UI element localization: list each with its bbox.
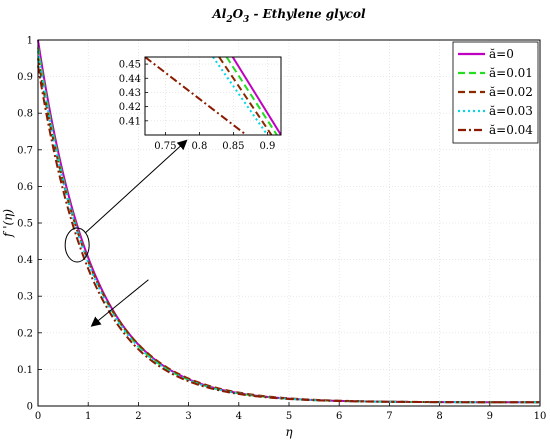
zoom-ellipse [64, 227, 90, 263]
inset-y-tick-label: 0.43 [119, 88, 141, 99]
inset-y-tick-label: 0.44 [119, 74, 141, 85]
inset-x-tick-label: 0.8 [191, 141, 207, 152]
x-tick-label: 8 [436, 411, 442, 422]
x-tick-label: 10 [534, 411, 547, 422]
series-line-4 [37, 65, 540, 404]
y-tick-label: 0.9 [17, 72, 33, 83]
series-line-2 [37, 58, 540, 404]
inset-y-tick-label: 0.45 [119, 60, 141, 71]
legend: ă=0 ă=0.01 ă=0.02 ă=0.03 ă=0.04 [452, 41, 539, 144]
zoom-connector-line [84, 139, 188, 234]
plot-frame [37, 39, 541, 407]
inset-series-line-1 [225, 57, 278, 135]
y-tick-label: 0.5 [17, 219, 33, 230]
legend-label-4: ă=0.04 [489, 123, 533, 137]
x-tick-label: 5 [286, 411, 292, 422]
legend-label-3: ă=0.03 [489, 104, 533, 118]
title-part-3: - Ethylene glycol [249, 7, 366, 21]
inset-series-line-0 [231, 57, 281, 135]
x-tick-label: 2 [135, 411, 141, 422]
y-tick-label: 0.6 [17, 182, 33, 193]
inset-y-tick-label: 0.41 [119, 116, 141, 127]
inset-x-tick-label: 0.75 [154, 141, 176, 152]
legend-label-2: ă=0.02 [489, 85, 533, 99]
y-tick-label: 0 [27, 402, 33, 413]
title-subscript-2: 3 [243, 15, 249, 25]
x-tick-label: 1 [85, 411, 91, 422]
y-tick-label: 1 [27, 36, 33, 47]
x-tick-label: 7 [386, 411, 392, 422]
legend-label-0: ă=0 [489, 47, 514, 61]
legend-box [452, 41, 539, 144]
y-tick-label: 0.7 [17, 145, 33, 156]
inset-frame [144, 56, 282, 136]
inset-y-tick-label: 0.42 [119, 102, 141, 113]
title-part-1: Al [211, 7, 226, 21]
y-tick-label: 0.1 [17, 365, 33, 376]
inset-zoom-panel: 0.75 0.8 0.85 0.9 0.41 0.42 0.43 0.44 0.45 [119, 56, 282, 152]
title-subscript-1: 2 [225, 15, 232, 25]
y-tick-label: 0.3 [17, 292, 33, 303]
x-axis-label: η [285, 425, 293, 439]
inset-series-line-3 [212, 57, 269, 135]
legend-label-1: ă=0.01 [489, 66, 533, 80]
inset-series-line-4 [145, 57, 247, 135]
y-tick-label: 0.8 [17, 109, 33, 120]
series-lines [37, 39, 541, 404]
y-tick-label: 0.2 [17, 328, 33, 339]
inset-x-tick-label: 0.85 [222, 141, 244, 152]
x-tick-label: 6 [336, 411, 342, 422]
inset-series-line-2 [218, 57, 273, 135]
x-tick-labels: 0 1 2 3 4 5 6 7 8 9 10 [35, 411, 547, 422]
y-tick-label: 0.4 [17, 255, 33, 266]
inset-x-tick-label: 0.9 [259, 141, 275, 152]
inset-series [145, 57, 281, 135]
x-tick-label: 9 [487, 411, 493, 422]
series-line-3 [37, 50, 541, 404]
x-tick-label: 4 [236, 411, 242, 422]
trend-arrow [90, 279, 149, 327]
inset-background [145, 57, 281, 135]
x-tick-label: 3 [185, 411, 191, 422]
chart-title: Al2O3 - Ethylene glycol [211, 7, 366, 25]
y-tick-labels: 0 0.1 0.2 0.3 0.4 0.5 0.6 0.7 0.8 0.9 1 [17, 36, 33, 413]
y-axis-label: f '(η) [1, 209, 15, 238]
x-tick-label: 0 [35, 411, 41, 422]
title-part-2: O [233, 7, 244, 21]
